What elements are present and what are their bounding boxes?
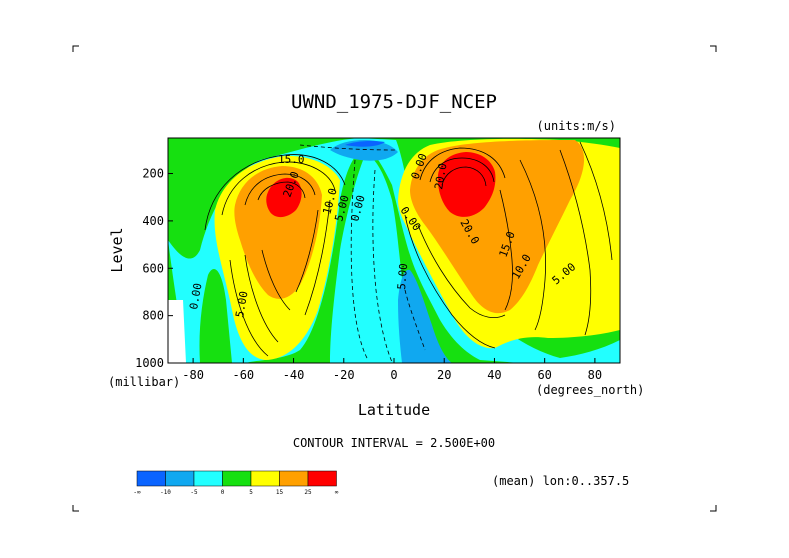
plot-area: [168, 138, 620, 363]
fill-red-north: [437, 152, 496, 217]
colorbar-swatch: [193, 470, 223, 487]
colorbar-swatch: [279, 470, 309, 487]
chart-title: UWND_1975-DJF_NCEP: [291, 91, 497, 113]
corner-marks: [72, 45, 717, 512]
y-axis-title: Level: [108, 227, 126, 272]
y-units-label: (millibar): [108, 375, 180, 389]
contour-label: 15.0: [278, 153, 305, 166]
colorbar-label: 5: [249, 489, 253, 496]
contour-label: 0.00: [187, 282, 204, 310]
y-tick-label: 400: [142, 214, 164, 228]
colorbar-label: 25: [304, 489, 312, 496]
x-tick-label: 40: [487, 368, 501, 382]
fill-white-left: [168, 300, 186, 363]
colorbar-swatch: [307, 470, 337, 487]
x-tick-label: 20: [437, 368, 451, 382]
x-tick-label: -60: [232, 368, 254, 382]
x-axis-title: Latitude: [358, 401, 430, 419]
footer-text: (mean) lon:0..357.5: [492, 474, 629, 488]
y-tick-label: 800: [142, 309, 164, 323]
dashed-contours: [299, 144, 426, 363]
colorbar: -∞ -10 -5 0 5 15 25 ∞: [133, 470, 339, 496]
y-tick-label: 200: [142, 167, 164, 181]
x-tick-label: -80: [182, 368, 204, 382]
y-axis: 200 400 600 800 1000: [135, 167, 173, 370]
contour-interval-text: CONTOUR INTERVAL = 2.500E+00: [293, 436, 495, 450]
y-tick-label: 600: [142, 261, 164, 275]
x-tick-label: -40: [283, 368, 305, 382]
colorbar-swatch: [250, 470, 280, 487]
colorbar-label: 0: [221, 489, 225, 496]
x-units-label: (degrees_north): [536, 383, 644, 397]
fill-cyan-equator: [330, 155, 435, 363]
units-label: (units:m/s): [537, 119, 616, 133]
contour-label: 5.00: [395, 263, 410, 291]
contour-label: 5.00: [233, 290, 250, 318]
colorbar-label: 15: [276, 489, 284, 496]
fill-red-south: [266, 177, 302, 218]
colorbar-label: -5: [190, 489, 198, 496]
fill-blue-low: [398, 269, 452, 363]
x-tick-label: -20: [333, 368, 355, 382]
colorbar-label: ∞: [335, 489, 339, 496]
colorbar-label: -10: [160, 489, 171, 496]
colorbar-swatch: [136, 470, 166, 487]
x-axis: -80 -60 -40 -20 0 20 40 60 80: [182, 358, 602, 382]
x-tick-label: 0: [390, 368, 397, 382]
contour-lines: [204, 141, 613, 357]
y-tick-label: 1000: [135, 356, 164, 370]
colorbar-label: -∞: [133, 489, 141, 496]
x-tick-label: 80: [588, 368, 602, 382]
colorbar-swatch: [222, 470, 252, 487]
contour-label: 20.0: [432, 162, 449, 190]
fill-dark-blue-top: [345, 141, 385, 147]
colorbar-swatch: [165, 470, 195, 487]
x-tick-label: 60: [537, 368, 551, 382]
